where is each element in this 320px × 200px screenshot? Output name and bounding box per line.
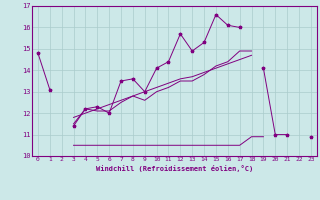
X-axis label: Windchill (Refroidissement éolien,°C): Windchill (Refroidissement éolien,°C) xyxy=(96,165,253,172)
